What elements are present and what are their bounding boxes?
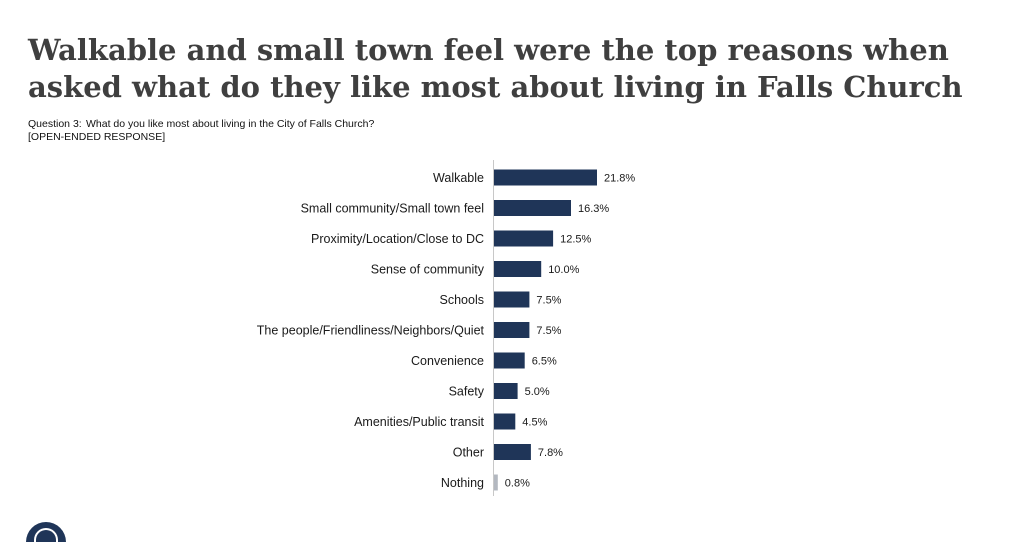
title-line-2: asked what do they like most about livin… [28,70,963,104]
value-label-small-community-small-town-feel: 16.3% [578,203,609,215]
bar-proximity-location-close-to-dc [494,230,554,247]
value-label-other: 7.8% [538,447,563,459]
category-label-small-community-small-town-feel: Small community/Small town feel [301,202,484,216]
value-label-walkable: 21.8% [604,173,635,185]
category-label-schools: Schools [440,293,484,307]
bar-other [494,444,531,460]
bar-walkable [494,169,597,186]
value-label-convenience: 6.5% [532,356,557,368]
response-type: [OPEN-ENDED RESPONSE] [28,131,166,143]
value-label-proximity-location-close-to-dc: 12.5% [560,234,591,246]
bar-nothing [494,474,498,491]
page-title: Walkable and small town feel were the to… [28,32,1008,106]
value-label-schools: 7.5% [536,295,561,307]
value-label-nothing: 0.8% [505,478,530,490]
bar-small-community-small-town-feel [494,200,571,216]
bar-schools [494,291,530,308]
category-label-sense-of-community: Sense of community [371,263,485,277]
category-label-convenience: Convenience [411,354,484,368]
category-label-nothing: Nothing [441,476,484,490]
question-text: What do you like most about living in th… [86,118,375,130]
value-label-sense-of-community: 10.0% [548,264,579,276]
value-label-the-people-friendliness-neighbors-quiet: 7.5% [536,325,561,337]
bar-amenities-public-transit [494,413,516,430]
category-label-proximity-location-close-to-dc: Proximity/Location/Close to DC [311,232,484,246]
bar-convenience [494,352,525,369]
question-number: Question 3: [28,118,82,130]
question-line: Question 3: What do you like most about l… [28,118,374,131]
bar-safety [494,383,518,399]
category-label-the-people-friendliness-neighbors-quiet: The people/Friendliness/Neighbors/Quiet [257,324,485,338]
title-line-1: Walkable and small town feel were the to… [28,33,949,67]
bar-the-people-friendliness-neighbors-quiet [494,322,530,338]
category-label-amenities-public-transit: Amenities/Public transit [354,415,484,429]
value-label-amenities-public-transit: 4.5% [522,417,547,429]
category-label-other: Other [453,446,484,460]
category-label-walkable: Walkable [433,171,484,185]
category-label-safety: Safety [449,385,485,399]
value-label-safety: 5.0% [525,386,550,398]
bar-sense-of-community [494,261,542,277]
